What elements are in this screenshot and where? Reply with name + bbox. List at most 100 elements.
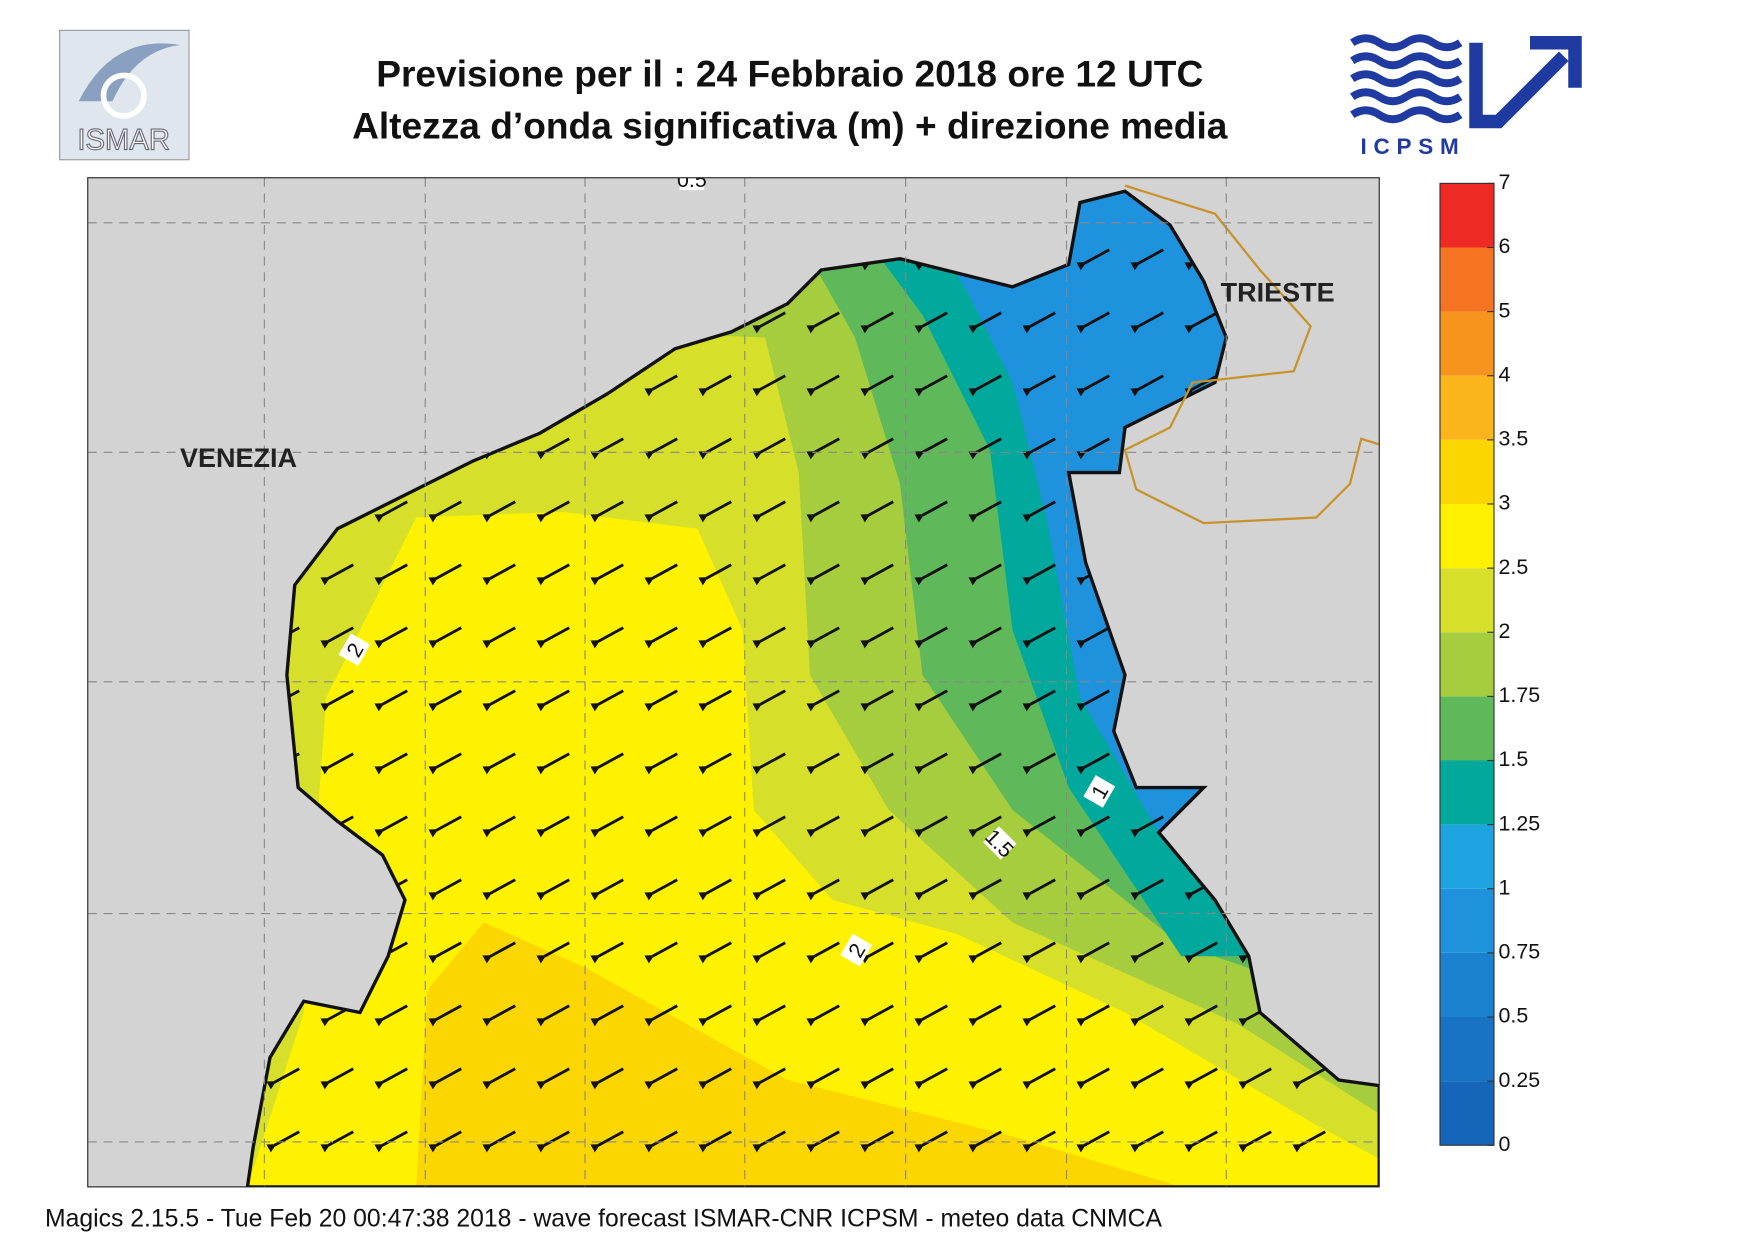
direction-arrow	[698, 1067, 732, 1090]
direction-arrow	[860, 374, 894, 397]
direction-arrow	[1130, 878, 1164, 901]
direction-arrow	[752, 941, 786, 964]
direction-arrow	[1076, 752, 1110, 775]
place-label: TRIESTE	[1221, 278, 1335, 308]
direction-arrow	[644, 1067, 678, 1090]
colorbar-label: 6	[1499, 234, 1511, 258]
direction-arrow	[698, 941, 732, 964]
footer: Magics 2.15.5 - Tue Feb 20 00:47:38 2018…	[45, 1205, 1162, 1232]
direction-arrow	[860, 1067, 894, 1090]
direction-arrow	[482, 1004, 516, 1027]
direction-arrow	[428, 815, 462, 838]
direction-arrow	[914, 1067, 948, 1090]
direction-arrow	[806, 752, 840, 775]
direction-arrow	[482, 1130, 516, 1153]
contour-label-bg	[679, 177, 705, 191]
colorbar: 0 0.25 0.5 0.75 1 1.25 1.5 1.75 2 2.5 3 3.5 4 5 6 7	[1439, 170, 1541, 1156]
logo-text: ICPSM	[1360, 134, 1465, 159]
direction-arrow	[698, 374, 732, 397]
direction-arrow	[1076, 437, 1110, 460]
direction-arrow	[1076, 878, 1110, 901]
direction-arrow	[590, 941, 624, 964]
direction-arrow	[536, 563, 570, 586]
direction-arrow	[806, 941, 840, 964]
direction-arrow	[806, 689, 840, 712]
direction-arrow	[914, 689, 948, 712]
colorbar-band	[1440, 1017, 1494, 1082]
direction-arrow	[806, 1067, 840, 1090]
direction-arrow	[536, 1004, 570, 1027]
direction-arrow	[320, 626, 354, 649]
direction-arrow	[536, 815, 570, 838]
logo-text: ISMAR	[77, 125, 170, 157]
direction-arrow	[1022, 941, 1056, 964]
direction-arrow	[644, 563, 678, 586]
direction-arrow	[860, 689, 894, 712]
direction-arrow	[1022, 752, 1056, 775]
subtitle: Altezza d’onda significativa (m) + direz…	[352, 104, 1228, 146]
direction-arrow	[1292, 1130, 1326, 1153]
direction-arrow	[1130, 374, 1164, 397]
direction-arrow	[914, 500, 948, 523]
contour-label-bg	[840, 933, 873, 967]
direction-arrow	[644, 500, 678, 523]
direction-arrow	[968, 500, 1002, 523]
direction-arrow	[1184, 1067, 1218, 1090]
direction-arrow	[1076, 311, 1110, 334]
direction-arrow	[1022, 1004, 1056, 1027]
colorbar-label: 5	[1499, 298, 1511, 322]
direction-arrow	[536, 752, 570, 775]
direction-arrow	[806, 374, 840, 397]
direction-arrow	[860, 1130, 894, 1153]
direction-arrow	[752, 689, 786, 712]
direction-arrow	[1076, 1004, 1110, 1027]
direction-arrow	[1022, 626, 1056, 649]
direction-arrow	[644, 815, 678, 838]
direction-arrow	[428, 752, 462, 775]
contour-label: 0.5	[677, 168, 707, 192]
colorbar-label: 2	[1499, 619, 1511, 643]
colorbar-band	[1440, 504, 1494, 569]
direction-arrow	[644, 752, 678, 775]
direction-arrow	[698, 500, 732, 523]
direction-arrow	[644, 878, 678, 901]
direction-arrow	[698, 1130, 732, 1153]
direction-arrow	[1184, 941, 1218, 964]
direction-arrow	[1130, 248, 1164, 271]
direction-arrow	[482, 1067, 516, 1090]
direction-arrow	[1130, 1067, 1164, 1090]
direction-arrow	[698, 815, 732, 838]
direction-arrow	[374, 1067, 408, 1090]
direction-arrow	[914, 752, 948, 775]
direction-arrow	[806, 563, 840, 586]
direction-arrow	[428, 1130, 462, 1153]
direction-arrow	[806, 311, 840, 334]
colorbar-label: 0.25	[1499, 1068, 1541, 1092]
contour-label-bg	[983, 826, 1017, 860]
direction-arrow	[590, 752, 624, 775]
direction-arrow	[428, 689, 462, 712]
direction-arrow	[1022, 689, 1056, 712]
direction-arrow	[482, 752, 516, 775]
direction-arrow	[914, 815, 948, 838]
direction-arrow	[752, 1130, 786, 1153]
direction-arrow	[698, 1004, 732, 1027]
direction-arrow	[644, 374, 678, 397]
direction-arrow	[968, 878, 1002, 901]
direction-arrow	[644, 1004, 678, 1027]
direction-arrow	[482, 563, 516, 586]
direction-arrow	[698, 437, 732, 460]
colorbar-band	[1440, 439, 1494, 504]
direction-arrow	[968, 1130, 1002, 1153]
direction-arrow	[590, 563, 624, 586]
direction-arrow	[1130, 941, 1164, 964]
direction-arrow	[536, 689, 570, 712]
direction-arrow	[914, 374, 948, 397]
direction-arrow	[536, 941, 570, 964]
colorbar-band	[1440, 568, 1494, 633]
colorbar-band	[1440, 247, 1494, 312]
direction-arrow	[428, 941, 462, 964]
direction-arrow	[1076, 374, 1110, 397]
title: Previsione per il : 24 Febbraio 2018 ore…	[376, 53, 1203, 95]
direction-arrow	[590, 815, 624, 838]
